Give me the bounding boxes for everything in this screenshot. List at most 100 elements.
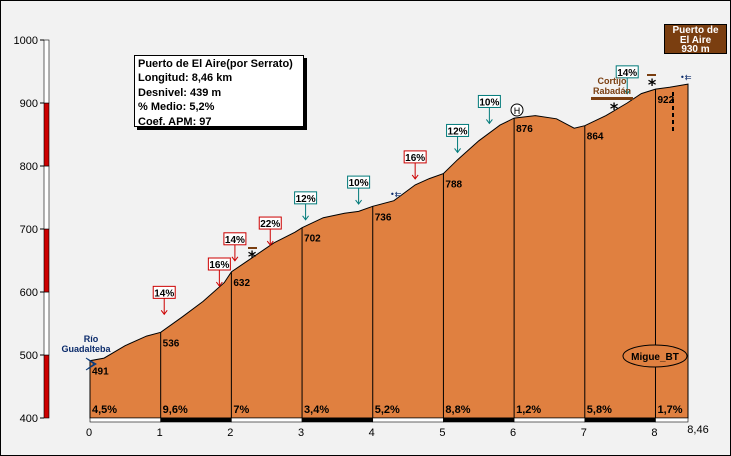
cortijo-place: Cortijo Rabadán [591, 76, 633, 100]
profile-fill [89, 83, 689, 419]
km-elevation-label: 876 [516, 124, 533, 135]
start-place-line1: Río [84, 334, 99, 344]
grade-flag-box [347, 175, 371, 189]
grade-flag: 22% [258, 216, 282, 246]
grade-flag-arrow [160, 310, 168, 316]
x-axis-band [584, 417, 656, 423]
y-tick-label: 1000 [14, 35, 38, 47]
grade-flag-arrow [355, 199, 363, 205]
grade-flag-label: 14% [225, 235, 245, 246]
grade-flag-box [207, 257, 231, 271]
segment-grade: 1,7% [657, 404, 682, 416]
cortijo-line2: Rabadán [593, 86, 631, 96]
river-icon [85, 357, 97, 371]
segment-grade: 5,8% [587, 404, 612, 416]
profile-area [89, 83, 689, 419]
km-elevation-label: 736 [375, 212, 392, 223]
grade-flag: 14% [223, 232, 247, 262]
cortijo-underline [591, 97, 633, 100]
svg-text:*: * [610, 99, 619, 118]
grade-flag-label: 14% [154, 288, 174, 299]
x-axis-band [301, 417, 374, 423]
km-elevation-label: 491 [92, 367, 109, 378]
info-coef: Coef. APM: 97 [138, 115, 212, 128]
km-elevation-label: 864 [587, 132, 604, 143]
x-axis-band [89, 417, 161, 423]
x-tick-label: 8 [651, 427, 657, 439]
y-tick-label: 900 [20, 98, 38, 110]
x-tick-label: 5 [439, 427, 445, 439]
hostel-icon: H [510, 103, 524, 117]
grade-flag-label: 10% [479, 97, 499, 108]
start-place: Río Guadalteba [61, 334, 111, 371]
y-tick-label: 800 [20, 161, 38, 173]
y-axis-band [43, 39, 50, 104]
grade-flag-arrow [485, 119, 493, 125]
grade-flag-arrow [215, 281, 223, 287]
grade-flags: 14% 16% 14% 22% 12% 10% 16% 12% 10% 14% [152, 65, 639, 316]
svg-text:•⇇: •⇇ [390, 190, 402, 199]
grade-flag: 14% [615, 65, 639, 95]
grade-flag-label: 22% [260, 219, 280, 230]
x-tick-label: 4 [369, 427, 375, 439]
grade-flag-arrow [623, 89, 631, 95]
y-axis: 400 500 600 700 800 900 1000 [14, 35, 50, 425]
x-axis-band [655, 417, 689, 423]
x-axis: 0 1 2 3 4 5 6 7 8 8,46 [86, 417, 709, 439]
grade-flag-box [294, 191, 318, 205]
x-axis-band [372, 417, 444, 423]
x-axis-band [513, 417, 586, 423]
svg-text:*: * [248, 247, 257, 266]
author-label: Migue_BT [631, 352, 679, 363]
y-tick-label: 500 [20, 350, 38, 362]
grade-flag-box [223, 232, 247, 246]
x-axis-band [160, 417, 232, 423]
y-axis-band [43, 291, 50, 356]
cortijo-line1: Cortijo [598, 76, 627, 86]
y-axis-band [43, 165, 50, 230]
info-title: Puerto de El Aire(por Serrato) [138, 58, 293, 70]
summit-sign: Puerto de El Aire 930 m [664, 24, 727, 54]
segment-grade: 3,4% [304, 404, 329, 416]
km-elevation-label: 632 [233, 278, 250, 289]
grade-flag-label: 16% [209, 260, 229, 271]
grade-flag: 12% [294, 191, 318, 221]
snowflake-icon: * [248, 247, 257, 266]
km-elevation-label: 702 [304, 234, 321, 245]
grade-flag-box [258, 216, 282, 230]
author-badge: Migue_BT [622, 344, 688, 368]
info-gain: Desnivel: 439 m [138, 86, 222, 99]
x-tick-label: 2 [227, 427, 233, 439]
km-elevation-labels: 491 536 632 702 736 788 876 864 922 [92, 95, 675, 378]
x-axis-band [231, 417, 303, 423]
grade-flag-arrow [454, 148, 461, 154]
km-elevation-label: 788 [445, 180, 462, 191]
y-tick-label: 700 [20, 224, 38, 236]
x-axis-band [443, 417, 515, 423]
x-tick-label: 7 [581, 427, 587, 439]
x-tick-label: 6 [510, 427, 516, 439]
segment-grades: 4,5% 9,6% 7% 3,4% 5,2% 8,8% 1,2% 5,8% 1,7% [92, 404, 683, 416]
summit-line3: 930 m [681, 44, 710, 55]
grade-flag-label: 12% [296, 194, 316, 205]
segment-grade: 4,5% [92, 404, 117, 416]
grade-flag: 16% [207, 257, 231, 287]
grade-flag-label: 12% [448, 126, 468, 137]
segment-grade: 8,8% [445, 404, 470, 416]
grade-flag-label: 16% [405, 153, 425, 164]
snowflake-icon: * [610, 99, 619, 118]
grade-flag: 16% [403, 150, 427, 180]
info-avg-grade: % Medio: 5,2% [138, 101, 215, 114]
segment-grade: 9,6% [163, 404, 188, 416]
fountain-icon: •⇇ [390, 190, 402, 199]
grade-flag-box [446, 123, 470, 137]
grade-flag-arrow [266, 240, 274, 246]
x-tick-label: 0 [86, 427, 92, 439]
grade-flag: 14% [152, 285, 176, 316]
grade-flag: 10% [477, 94, 501, 125]
x-tick-label: 8,46 [687, 424, 708, 436]
svg-text:H: H [514, 107, 521, 117]
km-elevation-label: 536 [163, 338, 180, 349]
grade-flag-box [403, 150, 427, 164]
